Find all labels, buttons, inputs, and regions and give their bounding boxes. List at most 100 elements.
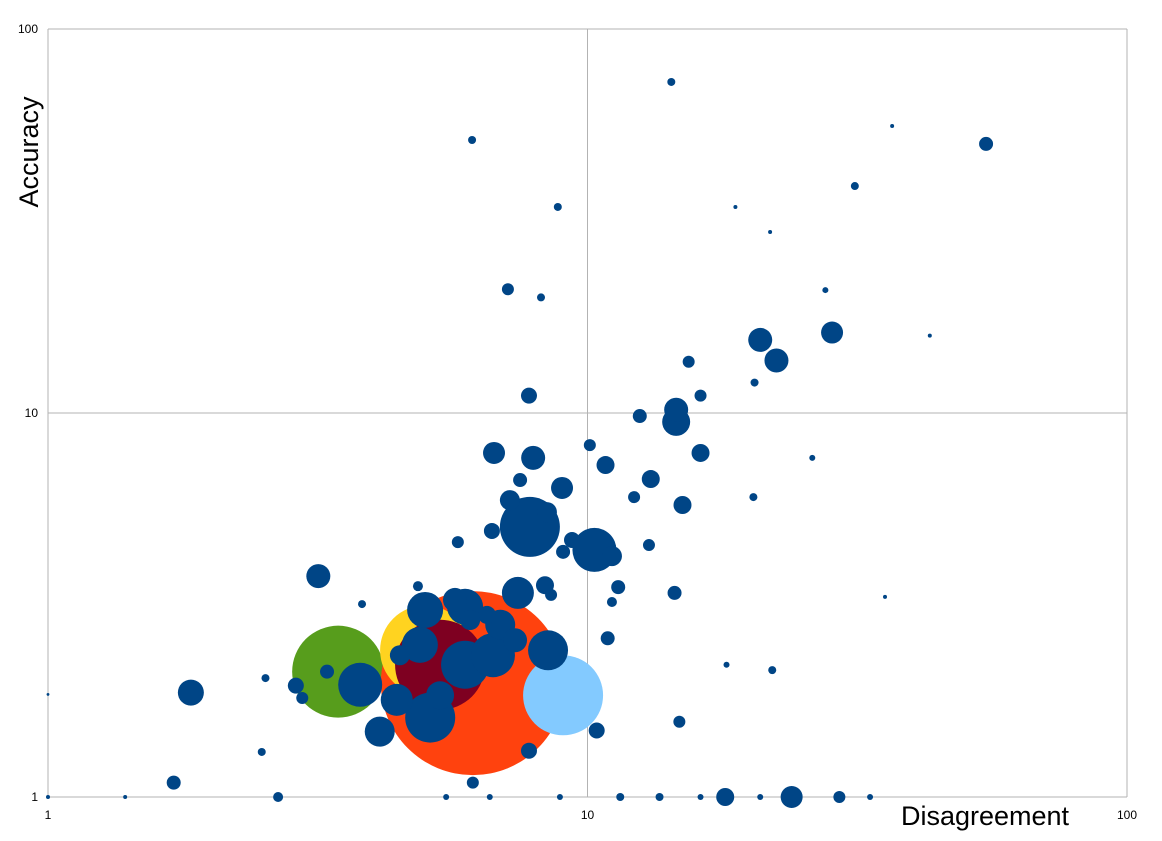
bubble	[401, 626, 438, 663]
bubble	[733, 204, 738, 209]
bubble	[528, 630, 569, 671]
bubble	[535, 576, 554, 595]
bubble	[460, 610, 481, 631]
bubble	[616, 793, 625, 801]
bubble	[483, 522, 500, 539]
bubble	[320, 664, 335, 679]
y-axis-title: Accuracy	[14, 96, 44, 208]
bubble	[46, 795, 50, 799]
bubble	[166, 775, 181, 790]
bubble	[556, 544, 571, 559]
bubble	[521, 445, 546, 470]
y-tick-label: 1	[31, 790, 38, 804]
bubble	[520, 742, 537, 759]
bubble	[468, 135, 477, 144]
bubble	[338, 662, 383, 707]
bubble	[927, 333, 932, 338]
bubble	[364, 716, 395, 747]
bubble	[306, 564, 331, 589]
x-tick-label: 100	[1117, 808, 1137, 822]
bubble	[287, 677, 304, 694]
bubble	[673, 495, 692, 514]
bubble	[523, 655, 604, 736]
bubble	[890, 123, 895, 128]
bubble	[556, 794, 563, 800]
bubble	[501, 576, 534, 609]
bubble	[673, 715, 686, 728]
bubble	[664, 397, 689, 422]
bubble	[628, 491, 641, 504]
bubble	[691, 443, 710, 462]
bubble	[564, 531, 581, 548]
bubble	[389, 645, 410, 666]
bubble	[749, 493, 758, 502]
bubble	[583, 439, 596, 452]
bubble	[822, 287, 829, 294]
y-tick-label: 10	[25, 406, 39, 420]
bubble	[426, 681, 455, 710]
bubble	[694, 389, 707, 402]
bubble	[296, 692, 309, 705]
bubble	[177, 679, 204, 706]
bubble	[123, 795, 128, 799]
bubble	[606, 596, 617, 607]
bubble	[412, 581, 423, 592]
bubble	[442, 587, 467, 612]
bubble	[407, 591, 444, 628]
bubble	[667, 585, 682, 600]
bubble	[723, 661, 730, 668]
bubble	[768, 666, 777, 675]
bubble	[257, 747, 266, 756]
bubble	[697, 794, 704, 800]
bubble	[483, 441, 506, 464]
bubble	[632, 409, 647, 424]
bubble	[380, 683, 413, 716]
bubble	[499, 490, 520, 511]
bubble	[716, 788, 735, 806]
bubble	[768, 230, 773, 235]
bubble	[520, 387, 537, 404]
bubble	[682, 355, 695, 368]
bubble	[748, 327, 773, 352]
bubble	[443, 794, 450, 800]
bubble	[667, 77, 676, 86]
x-axis-title: Disagreement	[901, 801, 1070, 831]
bubble	[553, 202, 562, 211]
bubble	[588, 722, 605, 739]
bubble	[501, 283, 514, 296]
bubble	[850, 182, 859, 191]
bubble	[809, 454, 816, 461]
bubble	[451, 536, 464, 549]
bubble	[821, 321, 844, 344]
bubble	[486, 794, 493, 800]
bubble	[611, 580, 626, 595]
bubble	[764, 348, 789, 373]
bubble	[537, 293, 546, 302]
bubble	[867, 794, 874, 800]
bubble	[536, 502, 557, 523]
bubble	[596, 456, 615, 475]
bubble	[750, 378, 759, 387]
bubble	[477, 605, 496, 624]
bubble	[780, 786, 803, 808]
bubble	[883, 594, 888, 599]
bubble	[833, 791, 846, 803]
x-tick-label: 1	[45, 808, 52, 822]
x-tick-label: 10	[581, 808, 595, 822]
bubble	[261, 674, 270, 683]
bubble	[273, 792, 284, 802]
bubble	[466, 776, 479, 789]
bubble	[655, 793, 664, 801]
bubble	[46, 692, 50, 696]
bubble	[551, 476, 574, 499]
bubble	[503, 628, 528, 653]
bubble	[600, 631, 615, 646]
bubble	[358, 600, 367, 609]
bubble	[601, 546, 622, 567]
bubble	[757, 794, 764, 800]
y-tick-label: 100	[18, 22, 38, 36]
bubble	[513, 473, 528, 488]
bubble	[641, 470, 660, 489]
bubble	[642, 539, 655, 552]
